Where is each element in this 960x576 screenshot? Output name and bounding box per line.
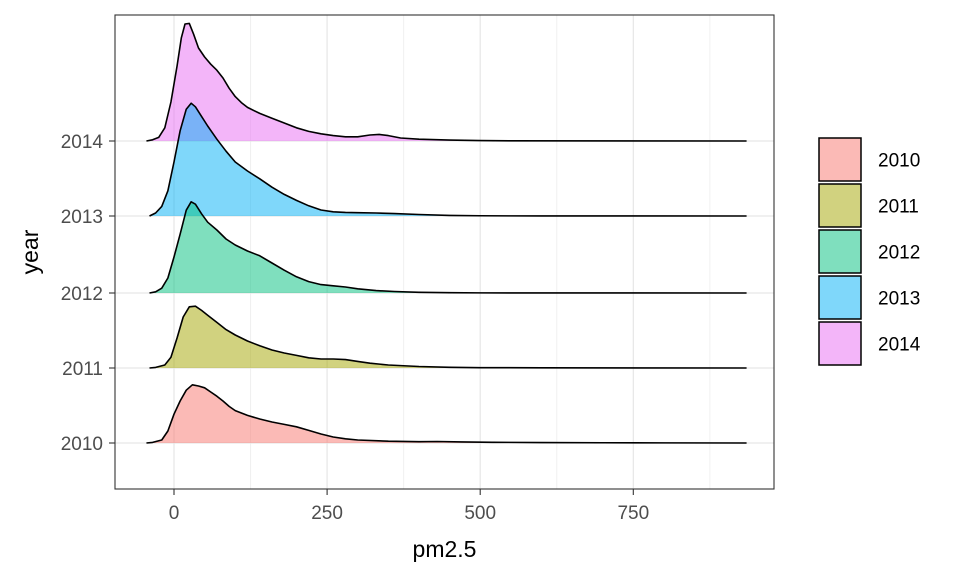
- ridge-outline-2012: [149, 201, 747, 294]
- ridge-area-2012: [149, 201, 747, 293]
- ridge-outline-2013: [149, 102, 747, 217]
- legend-item-2011: 2011: [818, 183, 919, 228]
- ridge-outline-2010: [146, 384, 747, 444]
- x-tick-label: 0: [169, 503, 180, 524]
- legend-label: 2013: [878, 289, 920, 310]
- legend-key: [818, 137, 862, 182]
- legend-key: [818, 321, 862, 366]
- legend-label: 2010: [878, 151, 920, 172]
- legend-key: [818, 183, 862, 228]
- x-tick-label: 250: [311, 503, 343, 524]
- y-tick-label: 2010: [61, 434, 103, 455]
- y-axis-title: year: [17, 229, 43, 274]
- x-tick-label: 750: [617, 503, 649, 524]
- legend-key: [818, 229, 862, 274]
- x-tick-label: 500: [464, 503, 496, 524]
- x-axis: 0 250 500 750: [169, 489, 649, 524]
- ridge-area-2011: [149, 306, 747, 368]
- y-axis: 2010 2011 2012 2013 2014: [61, 132, 115, 455]
- ridge-area-2010: [146, 384, 747, 443]
- ridge-2012: [149, 201, 747, 294]
- legend-label: 2014: [878, 335, 921, 356]
- ridge-2013: [149, 102, 747, 217]
- ridge-2011: [149, 305, 747, 369]
- ridge-area-2013: [149, 103, 747, 216]
- legend-item-2014: 2014: [818, 321, 921, 366]
- ridge-2010: [146, 384, 747, 444]
- legend-item-2013: 2013: [818, 275, 920, 320]
- y-tick-label: 2011: [62, 359, 103, 380]
- legend: 2010 2011 2012 2013 2014: [818, 137, 921, 366]
- ridge-outline-2011: [149, 305, 747, 369]
- ridge-area-2014: [146, 23, 747, 141]
- legend-item-2010: 2010: [818, 137, 920, 182]
- ridges-layer: [146, 22, 747, 444]
- panel-border: [114, 14, 775, 490]
- legend-label: 2012: [878, 243, 920, 264]
- legend-item-2012: 2012: [818, 229, 920, 274]
- legend-label: 2011: [878, 197, 919, 218]
- x-axis-title: pm2.5: [413, 536, 477, 562]
- y-tick-label: 2013: [61, 207, 103, 228]
- ridge-outline-2014: [146, 22, 747, 142]
- y-tick-label: 2014: [61, 132, 104, 153]
- legend-key: [818, 275, 862, 320]
- ridge-2014: [146, 22, 747, 142]
- y-tick-label: 2012: [61, 284, 103, 305]
